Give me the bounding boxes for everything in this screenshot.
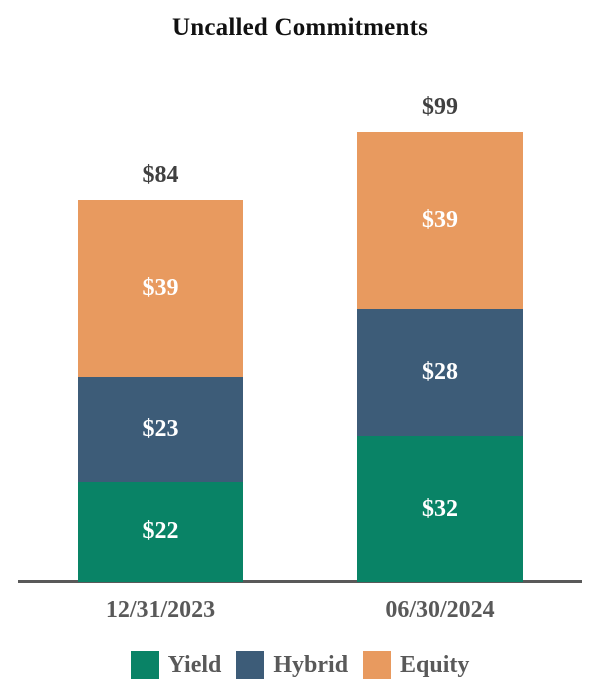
segment-value-label: $28 (422, 359, 458, 386)
segment-value-label: $32 (422, 495, 458, 522)
segment-value-label: $39 (422, 206, 458, 233)
bar-total-label: $99 (422, 93, 458, 120)
bar-segment-yield: $22 (78, 481, 243, 582)
plot-area: $84 $39 $23 $22 $99 $39 $28 $32 (18, 94, 582, 583)
legend-label: Yield (167, 651, 222, 678)
legend-swatch (130, 651, 159, 679)
legend: Yield Hybrid Equity (0, 651, 600, 679)
legend-item-yield: Yield (130, 651, 222, 679)
segment-value-label: $23 (142, 416, 179, 443)
bar-total-label: $84 (142, 161, 179, 188)
legend-label: Hybrid (273, 651, 349, 678)
segment-value-label: $22 (142, 518, 179, 545)
legend-item-equity: Equity (363, 651, 469, 679)
legend-swatch (363, 651, 392, 679)
legend-item-hybrid: Hybrid (236, 651, 348, 679)
legend-label: Equity (400, 651, 470, 678)
bar-segment-equity: $39 (78, 199, 243, 378)
x-axis-label: 06/30/2024 (385, 597, 495, 623)
bar-segment-equity: $39 (357, 131, 523, 310)
x-axis-line (18, 580, 582, 583)
bar-segment-hybrid: $28 (357, 309, 523, 437)
x-axis-label: 12/31/2023 (105, 597, 216, 623)
legend-swatch (236, 651, 265, 679)
chart-title: Uncalled Commitments (171, 14, 429, 41)
bar-segment-hybrid: $23 (78, 377, 243, 482)
bar-segment-yield: $32 (357, 436, 523, 582)
segment-value-label: $39 (142, 275, 179, 302)
stacked-bar: $84 $39 $23 $22 (78, 162, 243, 582)
stacked-bar: $99 $39 $28 $32 (357, 94, 523, 582)
